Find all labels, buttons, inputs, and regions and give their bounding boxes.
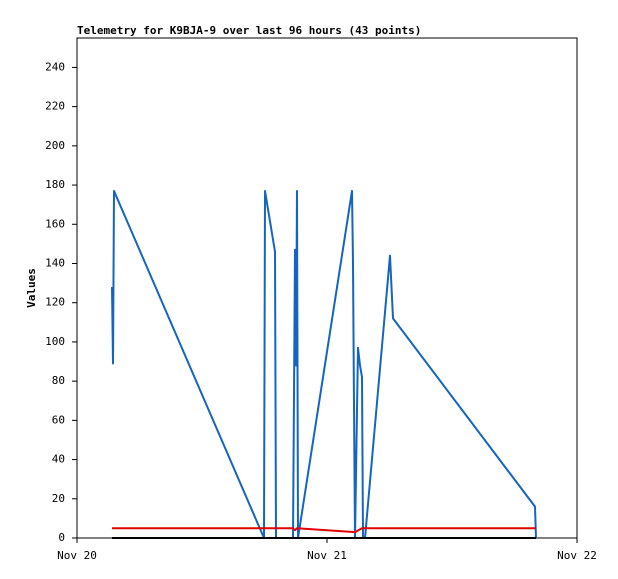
y-tick-label: 100 (45, 335, 65, 348)
y-tick-label: 60 (52, 413, 65, 426)
y-tick-label: 0 (58, 531, 65, 544)
x-tick-label: Nov 22 (557, 549, 597, 562)
chart-title: Telemetry for K9BJA-9 over last 96 hours… (77, 24, 421, 37)
y-tick-label: 40 (52, 453, 65, 466)
series-line (112, 527, 536, 534)
series-line (111, 189, 537, 539)
x-tick-label: Nov 21 (307, 549, 347, 562)
x-tick-label: Nov 20 (57, 549, 97, 562)
y-tick-label: 80 (52, 374, 65, 387)
y-tick-label: 160 (45, 217, 65, 230)
y-tick-label: 200 (45, 139, 65, 152)
y-tick-label: 140 (45, 256, 65, 269)
y-tick-label: 180 (45, 178, 65, 191)
y-tick-label: 240 (45, 60, 65, 73)
y-tick-label: 120 (45, 296, 65, 309)
y-axis-label: Values (25, 268, 38, 308)
y-tick-label: 20 (52, 492, 65, 505)
y-tick-label: 220 (45, 100, 65, 113)
